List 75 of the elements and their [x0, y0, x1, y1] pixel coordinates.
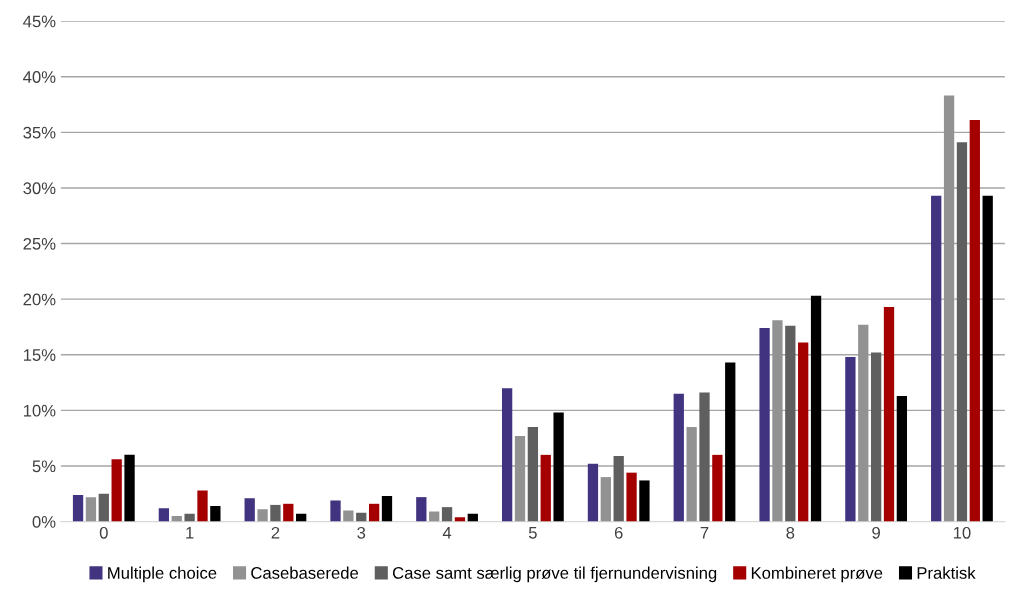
x-tick-label: 2 — [271, 526, 280, 539]
bar — [725, 362, 736, 522]
bar — [416, 497, 427, 522]
bar — [441, 507, 453, 522]
y-tick-label: 40% — [23, 71, 56, 83]
bar — [639, 480, 650, 522]
bar — [72, 494, 84, 522]
y-tick-label: 0% — [32, 516, 56, 528]
bar — [883, 306, 895, 522]
x-tick-label: 6 — [614, 526, 623, 539]
bar — [527, 427, 539, 522]
y-tick-label: 20% — [23, 293, 56, 306]
bar — [845, 356, 856, 522]
bar — [785, 325, 796, 522]
x-tick-label: 5 — [528, 527, 537, 539]
bar — [982, 195, 993, 522]
bar — [626, 472, 637, 522]
bar — [343, 510, 354, 522]
bar — [257, 509, 268, 522]
bar — [85, 497, 97, 522]
bar — [969, 120, 980, 522]
x-tick-label: 3 — [357, 526, 366, 539]
legend-label: Praktisk — [917, 566, 976, 579]
bar — [759, 328, 770, 522]
bar — [956, 142, 968, 522]
bar — [798, 342, 809, 522]
bar — [613, 455, 624, 522]
bar — [283, 503, 294, 522]
bar — [210, 506, 221, 522]
y-tick-label: 25% — [23, 237, 56, 250]
bar — [98, 493, 109, 522]
bar — [184, 513, 195, 522]
bar — [712, 454, 723, 522]
bar — [772, 320, 783, 522]
bar — [943, 95, 955, 522]
bar — [244, 498, 255, 522]
y-tick-label: 15% — [23, 349, 56, 361]
bar — [270, 504, 281, 522]
x-tick-label: 1 — [186, 527, 194, 539]
y-tick-label: 30% — [23, 182, 56, 195]
bar — [699, 392, 710, 522]
legend-label: Multiple choice — [108, 566, 217, 583]
x-tick-label: 0 — [99, 526, 108, 539]
bar — [540, 454, 551, 522]
x-tick-label: 9 — [872, 526, 880, 539]
bar — [858, 324, 869, 522]
bar — [587, 463, 599, 522]
y-tick-label: 45% — [23, 15, 56, 28]
bar — [158, 508, 170, 522]
y-tick-label: 5% — [32, 460, 56, 473]
x-tick-label: 7 — [700, 527, 709, 539]
bar — [870, 352, 882, 522]
bar — [514, 435, 526, 522]
y-tick-label: 35% — [23, 126, 56, 139]
x-tick-label: 10 — [953, 526, 971, 539]
legend-label: Casebaserede — [251, 566, 359, 579]
bar — [197, 490, 208, 522]
y-tick-label: 10% — [23, 404, 56, 417]
bar — [553, 412, 564, 522]
bar — [686, 427, 697, 522]
legend-label: Kombineret prøve — [751, 566, 883, 583]
x-tick-label: 4 — [442, 527, 452, 539]
bar — [600, 477, 611, 522]
bar — [124, 454, 135, 522]
bar — [368, 503, 380, 522]
bar — [896, 395, 908, 522]
bar — [810, 295, 822, 522]
legend-label: Case samt særlig prøve til fjernundervisning — [392, 566, 717, 583]
x-tick-label: 8 — [786, 526, 795, 539]
bar — [381, 496, 393, 522]
bar — [111, 459, 122, 522]
bar — [673, 393, 684, 522]
bar — [330, 500, 341, 522]
bar — [501, 388, 513, 522]
bar — [931, 195, 942, 522]
